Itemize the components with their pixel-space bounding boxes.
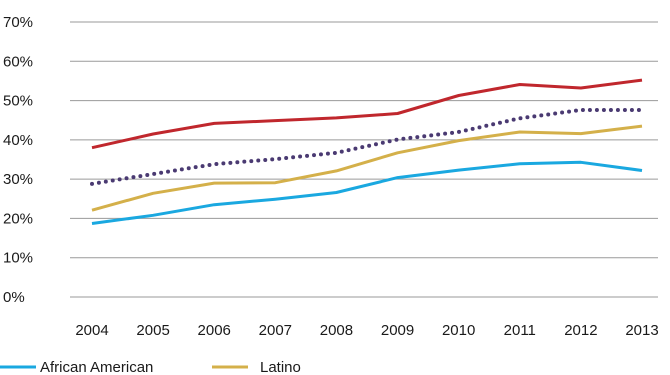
y-tick-label: 30%	[3, 171, 33, 188]
y-tick-label: 10%	[3, 250, 33, 267]
series-line	[91, 124, 643, 212]
series-line	[90, 108, 644, 186]
legend-label: Latino	[260, 359, 301, 375]
y-tick-label: 40%	[3, 132, 33, 149]
x-tick-label: 2009	[381, 322, 414, 339]
legend: African American Latino	[0, 359, 301, 375]
x-tick-label: 2012	[564, 322, 597, 339]
x-tick-label: 2011	[504, 322, 536, 339]
y-tick-label: 60%	[3, 53, 33, 70]
gridlines	[70, 21, 658, 298]
series-line	[91, 78, 643, 150]
legend-label: African American	[40, 359, 153, 375]
y-tick-label: 70%	[3, 14, 33, 31]
x-tick-label: 2004	[75, 322, 108, 339]
x-tick-label: 2010	[442, 322, 475, 339]
y-tick-label: 50%	[3, 93, 33, 110]
x-tick-label: 2007	[259, 322, 292, 339]
x-tick-label: 2006	[198, 322, 231, 339]
series-line	[91, 160, 643, 225]
y-tick-label: 0%	[3, 289, 25, 306]
x-axis: 2004 2005 2006 2007 2008 2009 2010 2011 2012 2013	[75, 322, 658, 339]
x-tick-label: 2008	[320, 322, 353, 339]
series-lines	[90, 78, 644, 225]
x-tick-label: 2013	[625, 322, 658, 339]
y-axis: 0% 10% 20% 30% 40% 50% 60% 70%	[3, 14, 33, 306]
y-tick-label: 20%	[3, 210, 33, 227]
x-tick-label: 2005	[136, 322, 169, 339]
